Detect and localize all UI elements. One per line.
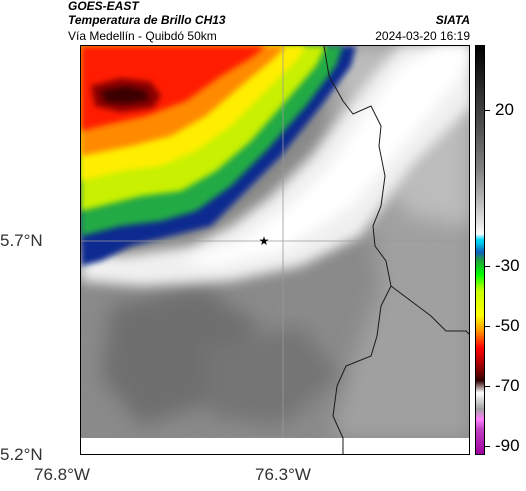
colorbar-tick	[485, 110, 490, 111]
colorbar-tick	[485, 326, 490, 327]
colorbar-tick	[485, 266, 490, 267]
lon-label-76.3: 76.3°W	[255, 465, 311, 484]
colorbar-label: -90	[495, 436, 520, 455]
map-svg: ★	[81, 46, 469, 454]
colorbar-label: -70	[495, 376, 520, 395]
border-line-east	[390, 285, 469, 335]
colorbar-label: 20	[495, 100, 514, 119]
colorbar-tick	[485, 386, 490, 387]
colorbar	[475, 45, 485, 455]
cloud-core	[101, 86, 149, 104]
white-band	[181, 46, 469, 266]
satellite-title: GOES-EAST	[68, 0, 139, 13]
star-marker: ★	[259, 234, 270, 248]
lat-label-5.2: 5.2°N	[0, 445, 43, 464]
region-subtitle: Vía Medellín - Quibdó 50km	[68, 29, 217, 43]
south-dark-region	[201, 326, 341, 426]
lat-label-5.7: 5.7°N	[0, 231, 43, 250]
product-title: Temperatura de Brillo CH13	[68, 13, 226, 27]
nodata-strip	[81, 438, 469, 454]
border-line	[323, 46, 392, 454]
colorbar-label: -50	[495, 316, 520, 335]
colorbar-label: -30	[495, 256, 520, 275]
lon-label-76.8: 76.8°W	[34, 465, 90, 484]
datetime-label: 2024-03-20 16:19	[375, 29, 470, 43]
source-label: SIATA	[435, 13, 470, 27]
colorbar-tick	[485, 446, 490, 447]
satellite-map[interactable]: ★	[80, 45, 470, 455]
